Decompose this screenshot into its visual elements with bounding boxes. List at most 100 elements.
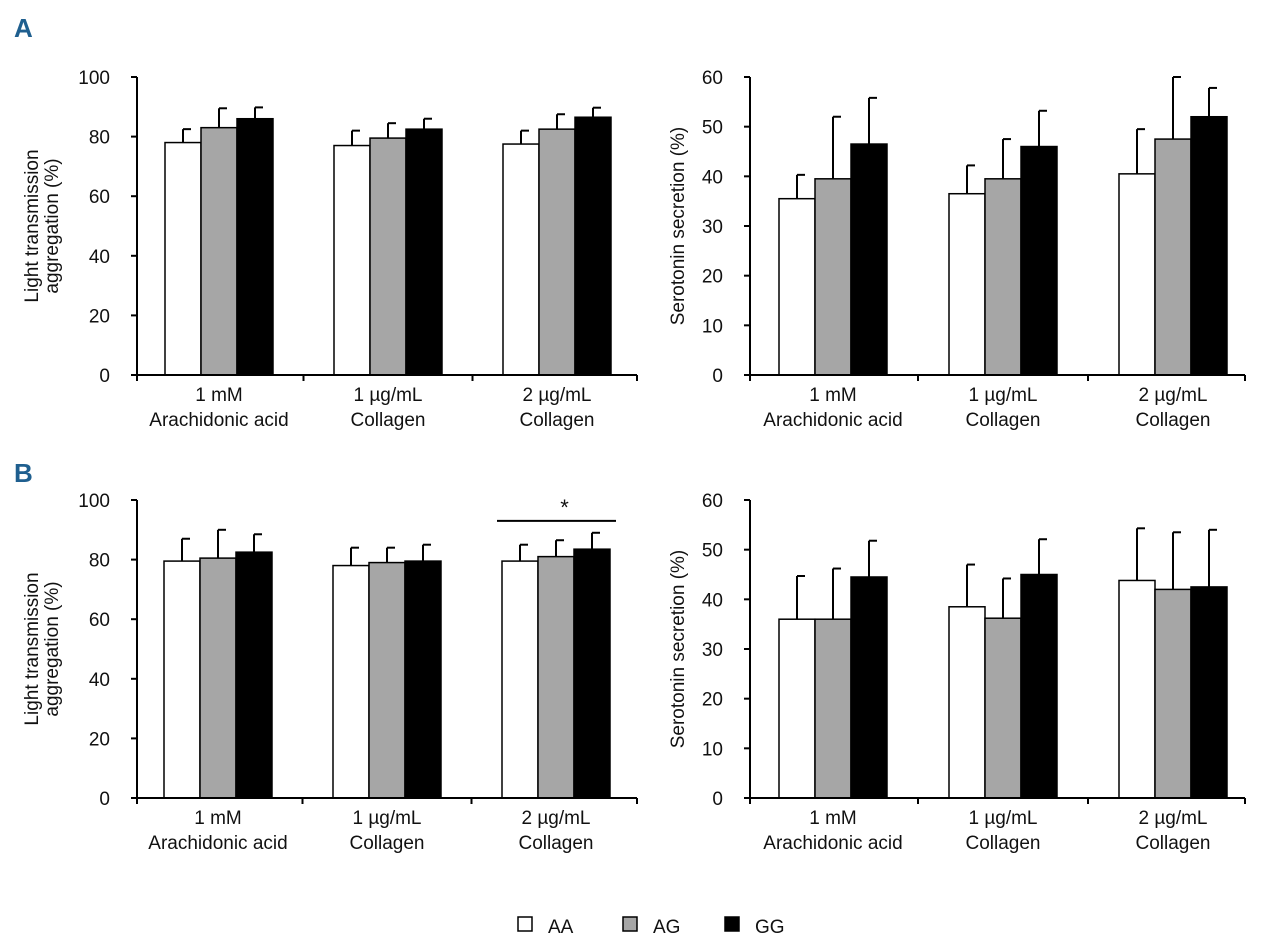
y-tick-label: 10 [702, 316, 723, 337]
bar-aa [1118, 579, 1156, 799]
bar-ag [984, 178, 1022, 376]
category-label: Collagen [1136, 410, 1211, 431]
bar-ag [200, 126, 238, 376]
bar-aa [948, 192, 986, 376]
bar-aa [332, 564, 370, 799]
category-label: 1 mM [809, 385, 857, 406]
category-label: Arachidonic acid [148, 833, 287, 854]
bar-aa [778, 197, 816, 376]
y-tick-label: 0 [712, 366, 723, 387]
category-label: 2 µg/mL [521, 808, 590, 829]
bar-gg [1190, 115, 1228, 376]
y-axis-title: aggregation (%) [42, 158, 63, 293]
bar-gg [1020, 573, 1058, 799]
bar-gg [1020, 145, 1058, 376]
bar-ag [199, 557, 237, 799]
category-label: 1 mM [194, 808, 242, 829]
panel-label-A: A [14, 13, 33, 43]
y-tick-label: 20 [89, 729, 110, 750]
bar-gg [405, 128, 443, 376]
bar-aa [1118, 173, 1156, 376]
significance-star: * [560, 495, 569, 520]
y-axis-title: Light transmission [22, 149, 43, 302]
y-tick-label: 0 [99, 789, 110, 810]
bar-gg [404, 560, 442, 799]
y-tick-label: 40 [702, 590, 723, 611]
y-tick-label: 100 [78, 68, 110, 89]
bar-ag [1154, 138, 1192, 376]
y-tick-label: 60 [702, 491, 723, 512]
chart-1: A Light transmission aggregation (%) 0 20 40 6… [14, 13, 638, 431]
bar-aa [163, 560, 201, 799]
y-tick-label: 20 [89, 306, 110, 327]
bar-gg [236, 117, 274, 376]
bar-ag [814, 618, 852, 799]
y-tick-label: 0 [99, 366, 110, 387]
category-label: Collagen [351, 410, 426, 431]
category-label: 2 µg/mL [1138, 808, 1207, 829]
y-tick-label: 40 [702, 167, 723, 188]
bar-aa [333, 144, 371, 376]
bar-aa [164, 141, 202, 376]
y-axis-title: Serotonin secretion (%) [668, 550, 689, 749]
category-label: 1 mM [809, 808, 857, 829]
bar-gg [573, 548, 611, 799]
category-label: 2 µg/mL [522, 385, 591, 406]
legend: AA AG GG [517, 916, 785, 938]
bar-ag [1154, 588, 1192, 799]
category-label: Arachidonic acid [149, 410, 288, 431]
y-axis-title: aggregation (%) [42, 581, 63, 716]
y-tick-label: 40 [89, 670, 110, 691]
legend-label-aa: AA [548, 917, 574, 938]
y-tick-label: 0 [712, 789, 723, 810]
y-tick-label: 10 [702, 739, 723, 760]
bar-gg [1190, 586, 1228, 799]
category-label: 1 µg/mL [968, 808, 1037, 829]
y-axis-title: Light transmission [22, 572, 43, 725]
bar-ag [538, 128, 576, 376]
category-label: Collagen [966, 410, 1041, 431]
y-tick-label: 20 [702, 690, 723, 711]
category-label: Collagen [1136, 833, 1211, 854]
bar-aa [948, 606, 986, 799]
category-label: Arachidonic acid [763, 833, 902, 854]
category-label: Collagen [519, 833, 594, 854]
legend-swatch-ag [622, 916, 638, 932]
bar-gg [850, 576, 888, 799]
bar-aa [778, 618, 816, 799]
bar-aa [501, 560, 539, 799]
y-tick-label: 50 [702, 118, 723, 139]
bar-ag [369, 137, 407, 376]
category-label: 1 mM [195, 385, 243, 406]
legend-label-ag: AG [653, 917, 680, 938]
y-tick-label: 60 [89, 187, 110, 208]
bar-ag [984, 617, 1022, 799]
y-tick-label: 30 [702, 640, 723, 661]
legend-swatch-gg [724, 916, 740, 932]
legend-swatch-aa [517, 916, 533, 932]
y-tick-label: 60 [89, 610, 110, 631]
legend-label-gg: GG [755, 917, 785, 938]
bar-ag [814, 178, 852, 376]
chart-2: Serotonin secretion (%) 0 10 20 30 40 50 60 1 mM… [668, 68, 1246, 431]
category-label: 1 µg/mL [353, 385, 422, 406]
y-tick-label: 100 [78, 491, 110, 512]
y-tick-label: 40 [89, 247, 110, 268]
chart-4: Serotonin secretion (%) 0 10 20 30 40 50 60 1 mM… [668, 491, 1246, 854]
bar-ag [537, 555, 575, 799]
category-label: 2 µg/mL [1138, 385, 1207, 406]
category-label: Collagen [966, 833, 1041, 854]
y-tick-label: 80 [89, 551, 110, 572]
category-label: 1 µg/mL [352, 808, 421, 829]
bar-gg [850, 143, 888, 376]
panel-label-B: B [14, 458, 33, 488]
bar-aa [502, 143, 540, 376]
category-label: Collagen [520, 410, 595, 431]
y-axis-title: Serotonin secretion (%) [668, 127, 689, 326]
category-label: Collagen [350, 833, 425, 854]
category-label: 1 µg/mL [968, 385, 1037, 406]
y-tick-label: 20 [702, 267, 723, 288]
category-label: Arachidonic acid [763, 410, 902, 431]
chart-3: B Light transmission aggregation (%) 0 20 40 6… [14, 458, 638, 854]
